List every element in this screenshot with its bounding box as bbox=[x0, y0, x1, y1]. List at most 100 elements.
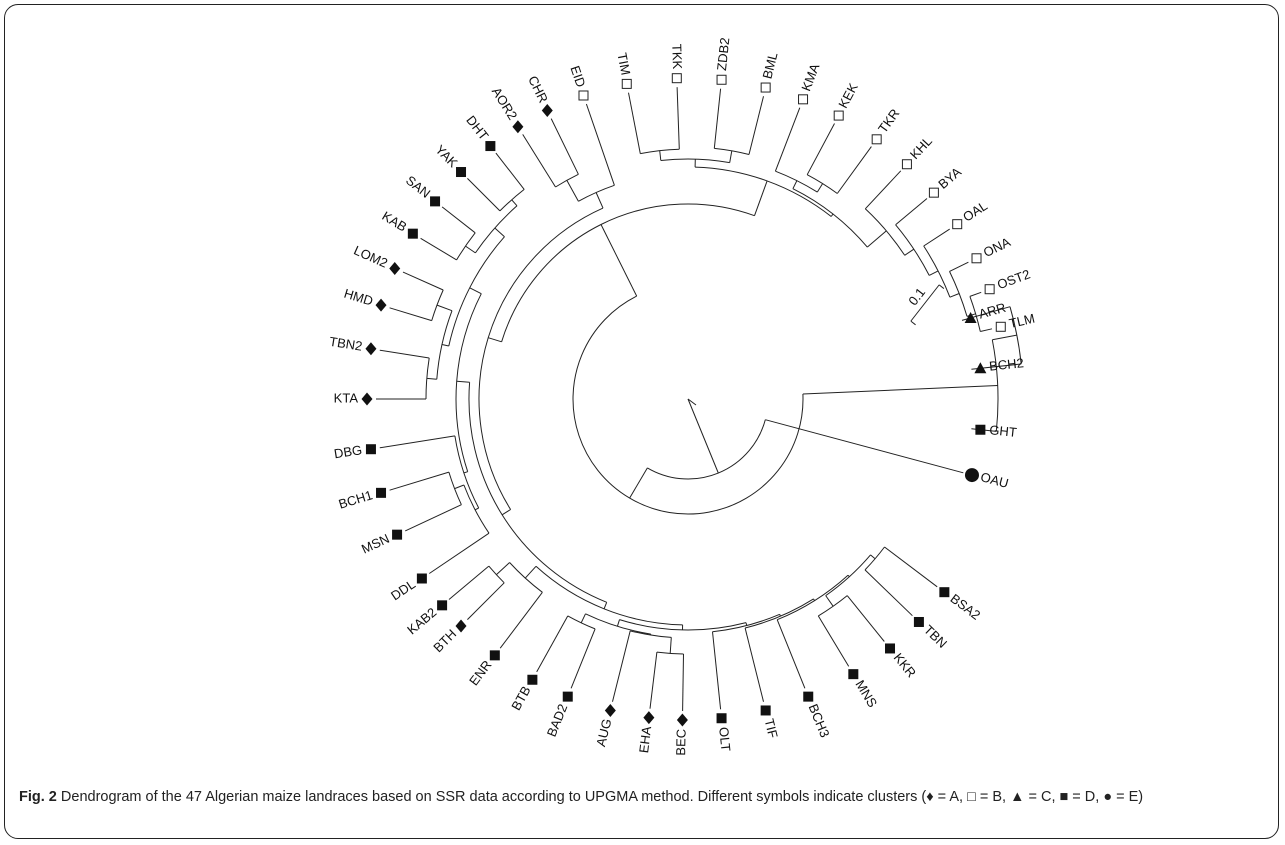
internal-branch bbox=[600, 224, 638, 297]
leaf-label-eid: EID bbox=[567, 64, 588, 89]
branch-arc bbox=[474, 205, 518, 254]
leaf-marker-tim bbox=[621, 78, 632, 89]
leaf-label-mns: MNS bbox=[852, 677, 880, 710]
internal-branch bbox=[524, 565, 537, 579]
internal-branch bbox=[830, 213, 834, 217]
leaf-label-hmd: HMD bbox=[342, 286, 375, 309]
internal-branch bbox=[456, 380, 470, 383]
internal-branch bbox=[816, 183, 824, 193]
leaf-label-dbg: DBG bbox=[333, 442, 363, 461]
scale-bar-line bbox=[910, 284, 945, 326]
internal-branch bbox=[669, 637, 672, 654]
internal-branch bbox=[426, 377, 437, 380]
branch-arc bbox=[572, 295, 804, 515]
leaf-marker-yak bbox=[456, 167, 467, 178]
internal-branch bbox=[659, 150, 662, 161]
leaf-marker-aor2 bbox=[512, 120, 524, 134]
branch-arc bbox=[923, 245, 951, 298]
internal-branch bbox=[495, 562, 510, 576]
internal-branch bbox=[465, 245, 476, 254]
leaf-branch bbox=[570, 628, 596, 689]
leaf-marker-lom2 bbox=[389, 261, 401, 275]
branch-arc bbox=[777, 574, 849, 621]
branch-arc bbox=[619, 619, 747, 631]
branch-arc bbox=[712, 613, 780, 633]
leaf-branch bbox=[864, 569, 913, 617]
internal-branch bbox=[616, 619, 620, 627]
leaf-branch bbox=[806, 123, 835, 175]
branch-arc bbox=[456, 232, 476, 261]
internal-branch bbox=[802, 385, 998, 395]
internal-branch bbox=[488, 337, 502, 343]
branch-arc bbox=[488, 565, 505, 584]
leaf-branch bbox=[522, 134, 556, 188]
leaf-marker-kkr bbox=[885, 643, 896, 654]
leaf-branch bbox=[744, 627, 764, 702]
leaf-label-oau: OAU bbox=[979, 469, 1010, 491]
internal-branch bbox=[870, 554, 876, 560]
internal-branch bbox=[463, 471, 468, 474]
leaf-marker-tkk bbox=[671, 73, 682, 84]
leaf-label-yak: YAK bbox=[432, 142, 461, 171]
leaf-branch bbox=[448, 565, 490, 600]
leaf-branch bbox=[499, 591, 543, 649]
internal-branch bbox=[566, 180, 579, 202]
leaf-marker-dht bbox=[485, 141, 496, 152]
figure-caption: Fig. 2 Dendrogram of the 47 Algerian mai… bbox=[19, 787, 1274, 807]
internal-branch bbox=[474, 507, 479, 511]
branch-arc bbox=[630, 630, 672, 638]
leaf-marker-dbg bbox=[365, 444, 376, 455]
leaf-label-khl: KHL bbox=[907, 133, 935, 162]
leaf-branch bbox=[429, 532, 490, 574]
branch-arc bbox=[535, 565, 683, 626]
leaf-branch bbox=[536, 615, 569, 673]
branch-arc bbox=[991, 339, 999, 432]
leaf-marker-ost2 bbox=[984, 284, 995, 295]
leaf-branch bbox=[980, 328, 993, 332]
leaf-marker-kab2 bbox=[437, 600, 448, 611]
leaf-label-aor2: AOR2 bbox=[489, 85, 520, 123]
branch-arc bbox=[448, 236, 505, 347]
leaf-label-tim: TIM bbox=[614, 51, 633, 76]
leaf-label-kek: KEK bbox=[835, 80, 861, 110]
leaf-marker-msn bbox=[392, 529, 403, 540]
leaf-branch bbox=[748, 96, 764, 155]
branch-arc bbox=[567, 615, 596, 630]
leaf-label-olt: OLT bbox=[716, 726, 733, 752]
leaf-marker-mns bbox=[848, 669, 859, 680]
leaf-label-lom2: LOM2 bbox=[352, 243, 390, 271]
branch-arc bbox=[454, 435, 480, 509]
leaf-marker-olt bbox=[716, 713, 727, 724]
leaf-marker-ght bbox=[975, 424, 986, 435]
leaf-label-kab: KAB bbox=[379, 208, 409, 234]
leaf-label-kma: KMA bbox=[798, 61, 822, 93]
leaf-marker-kek bbox=[833, 110, 844, 121]
leaf-marker-san bbox=[430, 196, 441, 207]
leaf-marker-tif bbox=[760, 705, 771, 716]
leaf-label-tbn: TBN bbox=[921, 622, 950, 651]
leaf-label-bsa2: BSA2 bbox=[948, 591, 984, 623]
leaf-branch bbox=[846, 595, 885, 642]
branch-arc bbox=[825, 554, 871, 597]
leaf-branch bbox=[389, 307, 432, 322]
leaf-label-tkr: TKR bbox=[875, 106, 902, 136]
leaf-label-tbn2: TBN2 bbox=[328, 334, 363, 354]
internal-branch bbox=[494, 227, 505, 238]
leaf-label-btb: BTB bbox=[508, 683, 533, 712]
leaf-label-zdb2: ZDB2 bbox=[714, 37, 732, 72]
branch-arc bbox=[501, 203, 755, 342]
branch-arc bbox=[468, 382, 607, 603]
internal-branch bbox=[992, 334, 1017, 341]
leaf-marker-tbn bbox=[913, 616, 924, 627]
scale-bar-label: 0.1 bbox=[905, 285, 928, 308]
branch-arc bbox=[431, 289, 444, 321]
leaf-branch bbox=[676, 87, 680, 150]
internal-branch bbox=[469, 287, 482, 295]
leaf-label-tlm: TLM bbox=[1008, 311, 1037, 331]
leaf-label-ddl: DDL bbox=[388, 576, 418, 603]
leaf-label-bch2: BCH2 bbox=[988, 355, 1024, 374]
leaf-label-san: SAN bbox=[403, 173, 433, 201]
leaf-branch bbox=[495, 152, 525, 190]
internal-branch bbox=[904, 248, 915, 256]
